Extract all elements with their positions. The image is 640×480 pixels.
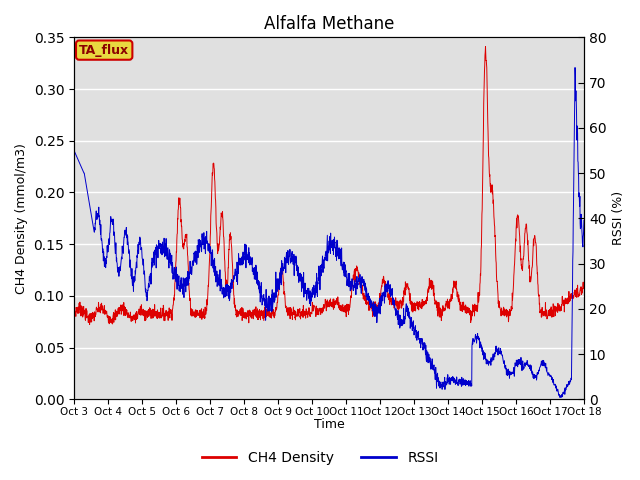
Legend: CH4 Density, RSSI: CH4 Density, RSSI: [196, 445, 444, 471]
Y-axis label: RSSI (%): RSSI (%): [612, 192, 625, 245]
Text: TA_flux: TA_flux: [79, 44, 129, 57]
X-axis label: Time: Time: [314, 419, 344, 432]
Y-axis label: CH4 Density (mmol/m3): CH4 Density (mmol/m3): [15, 143, 28, 294]
Title: Alfalfa Methane: Alfalfa Methane: [264, 15, 394, 33]
